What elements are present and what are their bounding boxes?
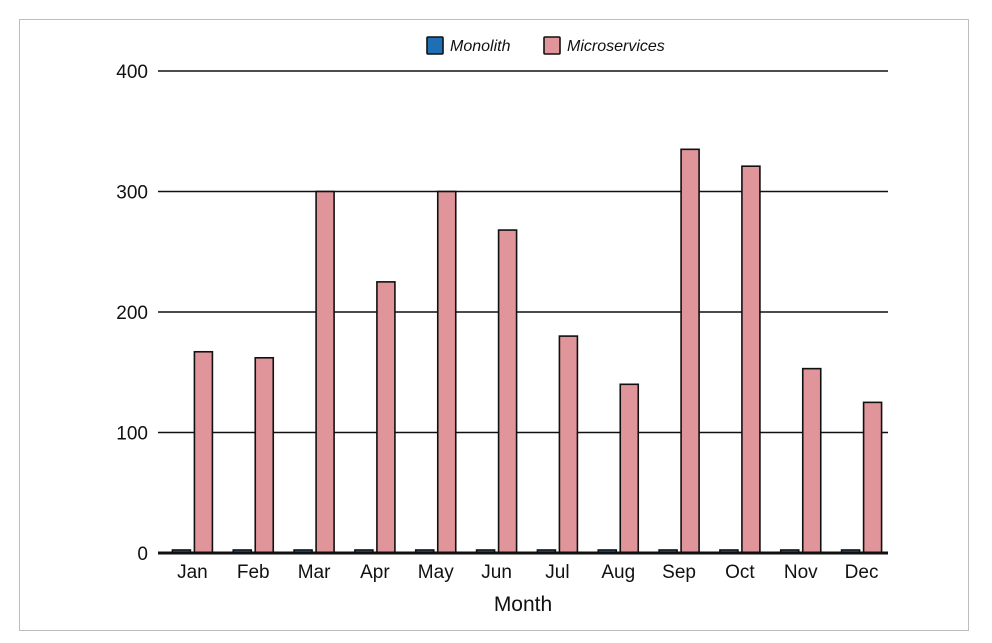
y-tick-label: 400 (116, 62, 148, 83)
legend-label-monolith: Monolith (450, 38, 511, 55)
y-tick-label: 300 (116, 183, 148, 204)
bar-microservices-jul (558, 335, 579, 554)
bar-microservices-jan (193, 350, 214, 554)
gridlines (158, 70, 888, 434)
legend: Monolith Microservices (426, 36, 665, 55)
bar-microservices-nov (801, 367, 822, 554)
x-axis-category-labels: Jan Feb Mar Apr May Jun Jul Aug Sep Oct Nov Dec (177, 562, 878, 583)
x-tick-label: Sep (662, 562, 696, 583)
bars (171, 148, 883, 554)
x-tick-label: Mar (298, 562, 331, 583)
x-tick-label: Aug (601, 562, 635, 583)
x-tick-label: Jun (481, 562, 512, 583)
bar-microservices-oct (741, 165, 761, 554)
x-tick-label: Apr (360, 562, 390, 583)
x-tick-label: Nov (784, 562, 818, 583)
bar-microservices-apr (376, 281, 396, 554)
bar-microservices-aug (619, 383, 640, 554)
bar-microservices-jun (497, 229, 518, 554)
bar-microservices-sep (680, 148, 700, 554)
bar-microservices-dec (862, 401, 883, 554)
legend-label-microservices: Microservices (567, 38, 665, 55)
x-axis-title: Month (494, 593, 552, 616)
y-tick-label: 100 (116, 424, 148, 445)
x-tick-label: Jul (545, 562, 569, 583)
y-tick-label: 200 (116, 303, 148, 324)
x-tick-label: Dec (845, 562, 879, 583)
y-axis-tick-labels: 0 100 200 300 400 (116, 62, 148, 565)
x-tick-label: Feb (237, 562, 270, 583)
legend-swatch-monolith (426, 36, 444, 55)
bar-microservices-feb (254, 356, 275, 554)
x-tick-label: May (418, 562, 454, 583)
bar-microservices-may (436, 190, 457, 554)
x-tick-label: Oct (725, 562, 755, 583)
bar-microservices-mar (315, 190, 335, 554)
y-tick-label: 0 (137, 544, 148, 565)
x-tick-label: Jan (177, 562, 208, 583)
legend-swatch-microservices (543, 36, 561, 55)
